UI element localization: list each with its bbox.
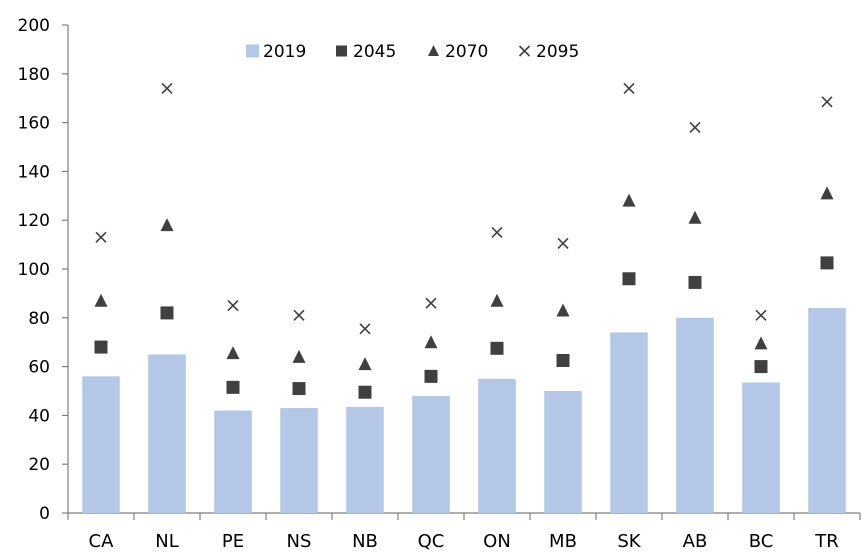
marker-square-2045-TR [820,256,834,270]
bar-2019-NS [280,408,318,513]
bar-series-2019 [82,308,846,513]
legend-swatch-square [336,45,347,57]
marker-triangle-2070-CA [94,293,108,307]
x-tick-label: CA [89,531,115,552]
x-tick-label: BC [749,531,774,552]
marker-triangle-2070-NB [358,357,372,371]
marker-triangle-2070-QC [424,335,438,349]
bar-2019-SK [610,332,648,513]
marker-cross-2095-NL [161,82,173,95]
marker-cross-2095-ON [491,226,503,238]
marker-cross-2095-QC [425,297,437,309]
marker-triangle-2070-SK [622,193,636,207]
legend-swatch-triangle [428,45,439,56]
legend-label-2045: 2045 [353,42,396,62]
legend-label-2070: 2070 [445,42,488,62]
marker-triangle-2070-NL [160,218,174,232]
x-tick-label: ON [483,531,511,552]
y-tick-label: 20 [28,455,50,475]
marker-square-2045-SK [622,272,636,286]
marker-square-2045-AB [688,275,702,289]
y-tick-label: 40 [28,406,50,426]
marker-square-2045-ON [490,341,504,355]
y-tick-label: 60 [28,358,50,378]
marker-triangle-2070-NS [292,349,306,363]
y-tick-label: 160 [18,114,50,134]
legend-swatch-cross [518,45,531,57]
marker-cross-2095-MB [557,237,569,249]
bar-2019-MB [544,391,582,513]
marker-cross-2095-NB [359,323,371,335]
legend-label-2095: 2095 [536,42,579,62]
axes: 0 20 40 60 80 100 120 140 160 180 200 CA NL PE NS NB QC O… [18,16,861,552]
marker-square-2045-CA [94,340,108,354]
x-tick-label: AB [683,531,708,552]
marker-square-2045-NL [160,306,174,320]
marker-square-2045-NS [292,382,306,396]
marker-cross-2095-TR [821,96,833,108]
legend: 2019 2045 2070 2095 [246,42,579,62]
bar-2019-AB [676,317,714,513]
marker-cross-2095-CA [95,231,107,243]
marker-cross-2095-BC [755,309,767,321]
marker-cross-2095-PE [227,300,239,312]
marker-square-2045-BC [754,360,768,374]
bar-2019-BC [742,382,780,513]
bar-2019-ON [478,378,516,513]
marker-series [94,82,834,399]
y-tick-label: 100 [18,260,50,280]
marker-triangle-2070-TR [820,186,834,200]
marker-cross-2095-SK [623,82,635,95]
bar-2019-TR [808,308,846,513]
marker-cross-2095-NS [293,309,305,321]
y-tick-label: 140 [18,162,50,182]
x-tick-label: MB [549,531,577,552]
bar-2019-PE [214,410,252,513]
x-tick-label: NS [287,531,312,552]
x-tick-label: QC [418,531,445,552]
bar-2019-NL [148,354,186,513]
marker-triangle-2070-PE [226,346,240,360]
marker-square-2045-QC [424,369,438,383]
x-tick-label: NB [352,531,378,552]
marker-square-2045-NB [358,385,372,399]
bar-2019-NB [346,406,384,513]
legend-label-2019: 2019 [263,42,306,62]
x-tick-label: SK [617,531,641,552]
marker-triangle-2070-ON [490,293,504,307]
y-tick-label: 0 [39,504,50,524]
x-tick-label: NL [155,531,179,552]
y-tick-label: 80 [28,309,50,329]
bar-2019-QC [412,395,450,513]
marker-cross-2095-AB [689,121,701,134]
y-tick-label: 180 [18,65,50,85]
marker-triangle-2070-MB [556,303,570,317]
x-tick-label: TR [814,531,839,552]
marker-square-2045-MB [556,354,570,367]
marker-triangle-2070-BC [754,336,768,350]
y-tick-label: 120 [18,211,50,231]
marker-triangle-2070-AB [688,210,702,224]
marker-square-2045-PE [226,380,240,394]
bar-2019-CA [82,376,120,513]
y-tick-label: 200 [18,16,50,36]
x-tick-label: PE [222,531,244,552]
legend-swatch-bar [246,44,259,58]
